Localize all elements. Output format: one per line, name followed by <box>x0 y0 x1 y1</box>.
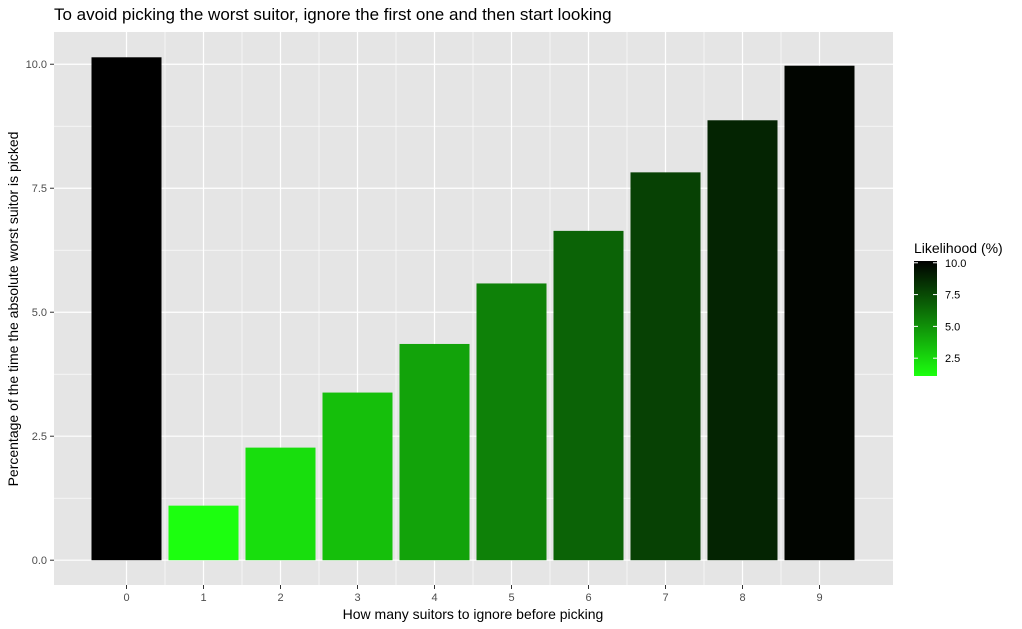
y-tick-label: 5.0 <box>32 307 47 319</box>
x-tick-label: 6 <box>585 592 591 604</box>
y-axis: 0.0 2.5 5.0 7.5 10.0 <box>26 59 54 567</box>
y-tick-label: 2.5 <box>32 431 47 443</box>
y-axis-title: Percentage of the time the absolute wors… <box>5 132 21 487</box>
x-tick-label: 1 <box>200 592 206 604</box>
bar-1 <box>168 505 239 561</box>
x-tick-label: 7 <box>662 592 668 604</box>
chart-title: To avoid picking the worst suitor, ignor… <box>54 5 612 24</box>
bar-6 <box>553 230 624 561</box>
bars <box>91 57 855 561</box>
bar-8 <box>707 120 778 561</box>
x-axis: 0 1 2 3 4 5 6 7 8 9 <box>123 585 823 604</box>
bar-3 <box>322 392 393 561</box>
bar-5 <box>476 283 547 561</box>
bar-2 <box>245 447 316 561</box>
x-axis-title: How many suitors to ignore before pickin… <box>343 606 604 622</box>
x-tick-label: 3 <box>354 592 360 604</box>
bar-4 <box>399 343 470 561</box>
x-tick-label: 0 <box>123 592 129 604</box>
y-tick-label: 10.0 <box>26 59 47 71</box>
bar-0 <box>91 57 162 561</box>
bar-7 <box>630 172 701 561</box>
x-tick-label: 5 <box>508 592 514 604</box>
legend-title: Likelihood (%) <box>914 240 1003 256</box>
legend-tick-label: 2.5 <box>945 353 960 365</box>
bar-9 <box>784 65 855 561</box>
x-tick-label: 8 <box>739 592 745 604</box>
x-tick-label: 2 <box>277 592 283 604</box>
legend-colorbar <box>914 261 937 376</box>
x-tick-label: 4 <box>431 592 437 604</box>
legend-tick-label: 5.0 <box>945 321 960 333</box>
legend-tick-label: 10.0 <box>945 258 966 270</box>
legend-ticks: 10.0 7.5 5.0 2.5 <box>914 258 966 365</box>
x-tick-label: 9 <box>816 592 822 604</box>
legend: Likelihood (%) 10.0 7.5 5.0 2.5 <box>914 240 1003 376</box>
legend-tick-label: 7.5 <box>945 290 960 302</box>
y-tick-label: 0.0 <box>32 555 47 567</box>
y-tick-label: 7.5 <box>32 183 47 195</box>
